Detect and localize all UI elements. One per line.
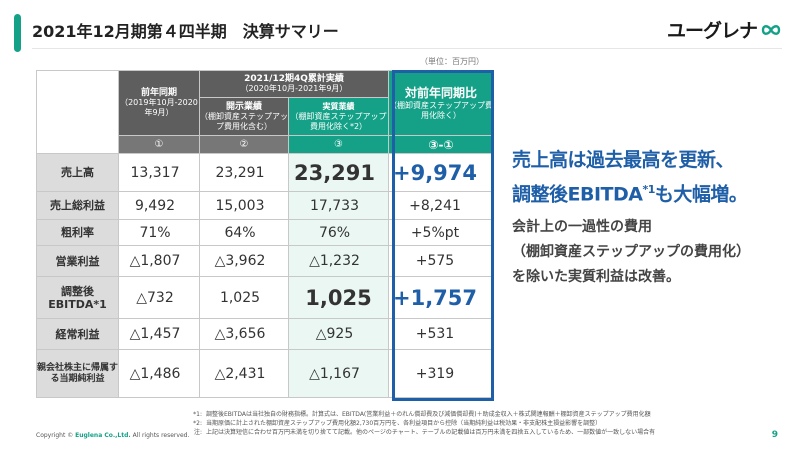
- cell-prev: 71%: [118, 219, 200, 246]
- cell-disclosed: △3,656: [199, 318, 289, 350]
- table-row: 売上総利益 9,492 15,003 17,733 +8,241: [36, 191, 494, 220]
- cell-disclosed: 1,025: [199, 276, 289, 319]
- title-divider: [32, 48, 782, 49]
- col-header-disclosed: 開示業績 （棚卸資産ステップアップ費用化含む）: [199, 97, 289, 136]
- footnote-text: 上記は決算短信に合わせ百万円未満を切り捨てて記載。他のページのチャート、テーブル…: [206, 429, 656, 436]
- summary-headline-2: 調整後EBITDA*1も大幅増。: [512, 175, 794, 209]
- cell-disclosed: △3,962: [199, 245, 289, 277]
- row-label: 営業利益: [36, 245, 119, 277]
- col-header-group-title: 2021/12期4Q累計実績: [244, 74, 344, 84]
- footnote: *1: 調整後EBITDAは当社独自の財務指標。計算式は、EBITDA(営業利益…: [188, 410, 754, 419]
- cell-prev: △732: [118, 276, 200, 319]
- row-label: 売上総利益: [36, 191, 119, 220]
- cell-diff: +531: [388, 318, 494, 350]
- footnote: 注: 上記は決算短信に合わせ百万円未満を切り捨てて記載。他のページのチャート、テ…: [188, 428, 754, 437]
- cell-core: △1,167: [288, 349, 389, 398]
- cell-core: 23,291: [288, 153, 389, 192]
- copyright-suffix: All rights reserved.: [130, 432, 190, 439]
- cell-disclosed: 15,003: [199, 191, 289, 220]
- cell-core: 1,025: [288, 276, 389, 319]
- summary-body-3: を除いた実質利益は改善。: [512, 269, 680, 286]
- col-num-core: ③: [288, 135, 389, 154]
- cell-diff: +575: [388, 245, 494, 277]
- table-row: 売上高 13,317 23,291 23,291 +9,974: [36, 153, 494, 192]
- row-label: 粗利率: [36, 219, 119, 246]
- footnote-key: *1:: [193, 411, 202, 418]
- col-header-core-note: （棚卸資産ステップアップ費用化除く*2）: [290, 111, 387, 131]
- footnotes: *1: 調整後EBITDAは当社独自の財務指標。計算式は、EBITDA(営業利益…: [188, 410, 754, 437]
- col-header-prev-period: （2019年10月-2020年9月）: [120, 98, 198, 117]
- cell-prev: △1,807: [118, 245, 200, 277]
- row-label: 経常利益: [36, 318, 119, 350]
- cell-diff: +5%pt: [388, 219, 494, 246]
- summary-body-1: 会計上の一過性の費用: [512, 219, 652, 236]
- page-number: 9: [771, 430, 778, 440]
- summary-body-2: （棚卸資産ステップアップの費用化）: [512, 244, 750, 261]
- summary-headline-2-post: も大幅増。: [654, 183, 748, 206]
- col-header-core: 実質業績 （棚卸資産ステップアップ費用化除く*2）: [288, 97, 389, 136]
- title-accent-bar: [14, 14, 21, 52]
- cell-diff: +9,974: [388, 153, 494, 192]
- summary-headline-1: 売上高は過去最高を更新、: [512, 149, 735, 171]
- cell-diff: +319: [388, 349, 494, 398]
- col-header-diff-note: （棚卸資産ステップアップ費用化除く）: [389, 101, 493, 120]
- footnote-key: 注:: [193, 429, 202, 436]
- col-header-group-period: （2020年10月-2021年9月）: [240, 84, 348, 93]
- company-logo: ユーグレナ: [667, 16, 782, 43]
- logo-text: ユーグレナ: [666, 20, 758, 42]
- table-row: 調整後EBITDA*1 △732 1,025 1,025 +1,757: [36, 276, 494, 319]
- footnote-key: *2:: [193, 420, 202, 427]
- col-num-disclosed: ②: [199, 135, 289, 154]
- cell-core: 76%: [288, 219, 389, 246]
- col-header-diff: 対前年同期比 （棚卸資産ステップアップ費用化除く）: [388, 70, 494, 136]
- cell-prev: △1,486: [118, 349, 200, 398]
- col-header-core-title: 実質業績: [322, 101, 355, 111]
- cell-disclosed: 64%: [199, 219, 289, 246]
- col-num-diff: ③-①: [388, 135, 494, 154]
- cell-prev: 13,317: [118, 153, 200, 192]
- col-header-disclosed-note: （棚卸資産ステップアップ費用化含む）: [200, 111, 288, 131]
- summary-block: 売上高は過去最高を更新、 調整後EBITDA*1も大幅増。 会計上の一過性の費用…: [512, 145, 794, 290]
- footnote-text: 調整後EBITDAは当社独自の財務指標。計算式は、EBITDA(営業利益＋のれん…: [206, 411, 651, 418]
- col-num-prev: ①: [118, 135, 200, 154]
- cell-disclosed: △2,431: [199, 349, 289, 398]
- summary-headline-2-sup: *1: [642, 183, 655, 196]
- table-row: 経常利益 △1,457 △3,656 △925 +531: [36, 318, 494, 350]
- financial-summary-table: 前年同期 （2019年10月-2020年9月） 2021/12期4Q累計実績 （…: [36, 70, 494, 398]
- col-header-prev: 前年同期 （2019年10月-2020年9月）: [118, 70, 200, 136]
- copyright-company: Euglena Co.,Ltd.: [75, 432, 131, 439]
- col-header-group: 2021/12期4Q累計実績 （2020年10月-2021年9月）: [199, 70, 389, 98]
- table-row: 粗利率 71% 64% 76% +5%pt: [36, 219, 494, 246]
- copyright-prefix: Copyright ©: [36, 432, 76, 439]
- table-corner-cell: [36, 70, 119, 154]
- col-header-diff-title: 対前年同期比: [404, 86, 477, 100]
- unit-note: （単位：百万円）: [420, 57, 484, 66]
- cell-core: △925: [288, 318, 389, 350]
- cell-disclosed: 23,291: [199, 153, 289, 192]
- footnote-text: 当期原価に計上された棚卸資産ステップアップ費用化額2,730百万円を、各利益項目…: [206, 420, 602, 427]
- cell-prev: △1,457: [118, 318, 200, 350]
- page-title: 2021年12月期第４四半期 決算サマリー: [32, 22, 339, 41]
- table-row: 親会社株主に帰属する当期純利益 △1,486 △2,431 △1,167 +31…: [36, 349, 494, 398]
- footnote: *2: 当期原価に計上された棚卸資産ステップアップ費用化額2,730百万円を、各…: [188, 419, 754, 428]
- row-label: 親会社株主に帰属する当期純利益: [36, 349, 119, 398]
- cell-diff: +1,757: [388, 276, 494, 319]
- table-row: 営業利益 △1,807 △3,962 △1,232 +575: [36, 245, 494, 277]
- cell-diff: +8,241: [388, 191, 494, 220]
- col-header-prev-title: 前年同期: [140, 88, 177, 98]
- cell-core: △1,232: [288, 245, 389, 277]
- cell-core: 17,733: [288, 191, 389, 220]
- summary-headline-2-pre: 調整後EBITDA: [512, 183, 643, 206]
- col-header-disclosed-title: 開示業績: [225, 101, 262, 112]
- infinity-icon: [761, 24, 781, 35]
- row-label: 調整後EBITDA*1: [36, 276, 119, 319]
- copyright: Copyright © Euglena Co.,Ltd. All rights …: [36, 432, 189, 439]
- cell-prev: 9,492: [118, 191, 200, 220]
- row-label: 売上高: [36, 153, 119, 192]
